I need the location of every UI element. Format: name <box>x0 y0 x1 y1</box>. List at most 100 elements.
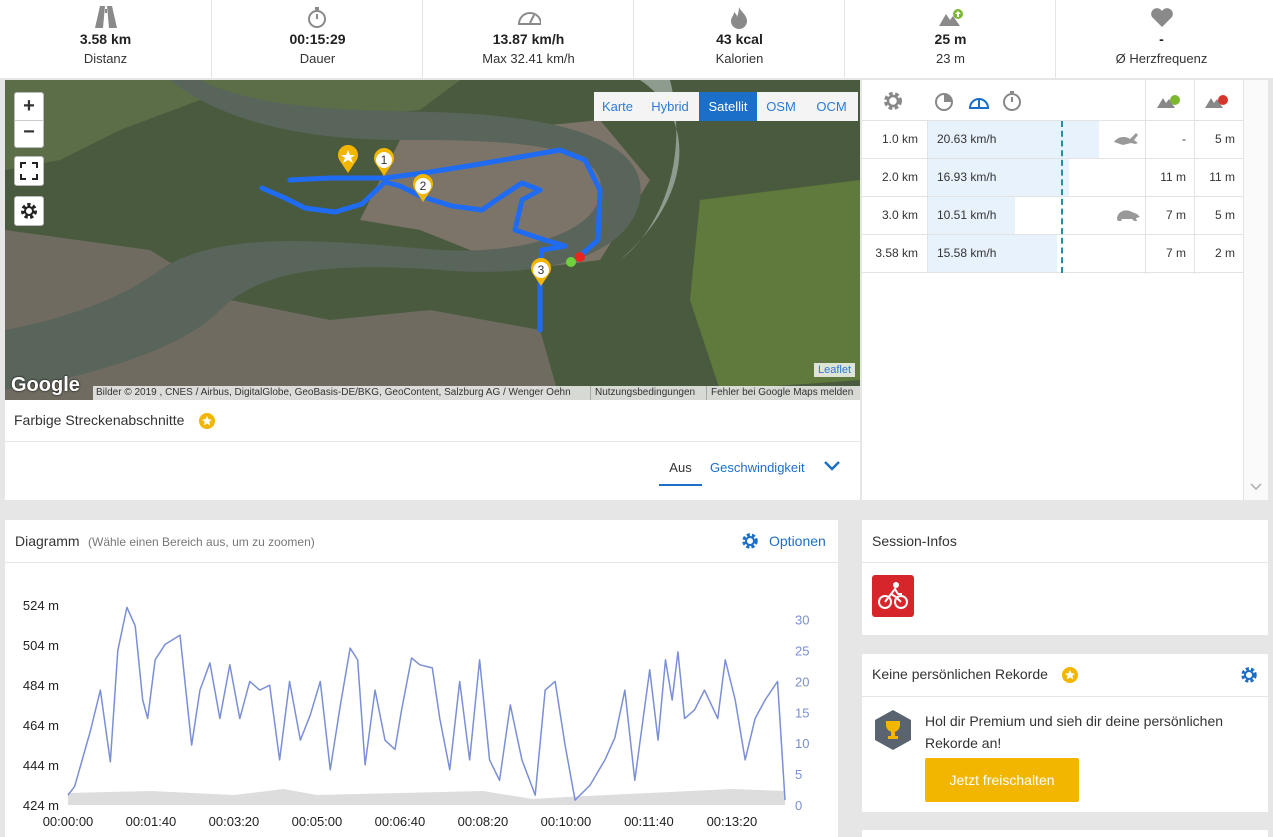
map-logo: Google <box>11 374 80 396</box>
col-border <box>927 159 928 196</box>
gear-icon <box>21 203 37 219</box>
stat-cell: 00:15:29 Dauer <box>211 0 423 78</box>
fastest-icon <box>1114 133 1138 145</box>
speed-bar <box>928 121 1100 158</box>
terrain <box>5 80 460 170</box>
split-descent: 5 m <box>1214 208 1235 222</box>
km-pin-face <box>376 152 392 168</box>
col-border <box>927 121 928 158</box>
zoom-in[interactable]: + <box>15 93 43 121</box>
splits-panel: 1.0 km 20.63 km/h - 5 m 2.0 km 16.93 km/h 11 m… <box>862 80 1268 500</box>
stat-icon <box>308 7 326 28</box>
speed-line <box>67 606 786 801</box>
stat-value: 3.58 km <box>79 31 132 47</box>
chart[interactable]: 424 m 444 m 464 m 484 m 504 m 524 m 0 5 10 15 20 25… <box>5 562 838 837</box>
unlock-button[interactable]: Jetzt freischalten <box>925 758 1079 802</box>
bike-icon <box>878 582 908 609</box>
layer-button[interactable]: Karte <box>594 92 641 121</box>
y2-tick-label: 5 <box>795 767 802 782</box>
y2-tick-label: 30 <box>795 613 809 628</box>
stat-label: Distanz <box>83 51 128 66</box>
premium-star <box>199 413 215 429</box>
layer-button[interactable]: Hybrid <box>641 92 699 121</box>
sport-icon <box>872 575 914 617</box>
zoom-out[interactable]: − <box>23 121 35 143</box>
ascent-icon <box>1157 95 1180 108</box>
km-pin-face <box>415 178 431 194</box>
km-pin-label: 3 <box>538 263 545 277</box>
y-tick-label: 524 m <box>23 598 59 613</box>
stat-label: 23 m <box>936 51 965 66</box>
layer-button[interactable]: Satellit <box>699 92 757 121</box>
y2-tick-label: 10 <box>795 736 809 751</box>
x-tick-label: 00:00:00 <box>43 814 94 829</box>
header-border <box>862 120 1243 121</box>
diagram-title: Diagramm <box>15 533 80 549</box>
split-descent: 11 m <box>1209 170 1235 184</box>
scroll-down <box>1250 483 1262 491</box>
map-settings-button[interactable] <box>14 196 44 226</box>
session-panel: Session-Infos <box>862 520 1268 635</box>
y-tick-label: 424 m <box>23 798 59 813</box>
fullscreen-button[interactable] <box>14 156 44 186</box>
split-speed: 16.93 km/h <box>937 170 997 184</box>
descent-icon <box>1205 95 1228 108</box>
toggle-speed[interactable]: Geschwindigkeit <box>710 460 805 475</box>
records-text: Hol dir Premium und sieh dir deine persö… <box>925 713 1224 751</box>
split-distance: 3.58 km <box>875 246 918 260</box>
split-speed: 10.51 km/h <box>937 208 997 222</box>
split-distance: 3.0 km <box>881 208 918 222</box>
split-speed: 15.58 km/h <box>937 246 997 260</box>
map[interactable]: 1 2 3 <box>5 80 860 400</box>
row-border <box>862 196 1243 197</box>
stat-value: 25 m <box>934 31 967 47</box>
pace-tab <box>1003 91 1021 111</box>
speed-bar <box>928 197 1016 234</box>
leaflet-link[interactable]: Leaflet <box>814 363 856 377</box>
separator <box>5 441 860 442</box>
km-pin-label: 1 <box>381 153 388 167</box>
records-panel: Keine persönlichen Rekorde Hol dir Premiu… <box>862 654 1268 812</box>
x-tick-label: 00:03:20 <box>209 814 260 829</box>
zoom-control: + − <box>14 92 44 148</box>
fullscreen-icon <box>20 162 38 180</box>
premium-star <box>1062 667 1078 683</box>
slowest-icon <box>1117 210 1140 221</box>
col-border <box>927 235 928 272</box>
terms-link[interactable]: Nutzungsbedingungen <box>590 386 695 400</box>
start-dot <box>566 257 576 267</box>
diagram-panel: Diagramm (Wähle einen Bereich aus, um zu … <box>5 520 838 837</box>
toggle-off[interactable]: Aus <box>659 460 702 486</box>
km-pin-face <box>533 262 549 278</box>
options-gear <box>742 533 758 549</box>
stat-cell: - Ø Herzfrequenz <box>1055 0 1267 78</box>
stat-icon <box>517 12 541 25</box>
options-link[interactable]: Optionen <box>769 533 826 549</box>
records-gear <box>1241 667 1257 683</box>
y-tick-label: 484 m <box>23 678 59 693</box>
col-border <box>1194 80 1195 274</box>
split-ascent: 11 m <box>1160 170 1186 184</box>
split-descent: 2 m <box>1214 246 1235 260</box>
town <box>5 230 560 400</box>
x-tick-label: 00:01:40 <box>126 814 177 829</box>
split-descent: 5 m <box>1214 132 1235 146</box>
stat-label: Max 32.41 km/h <box>482 51 575 66</box>
stat-cell: 25 m 23 m <box>844 0 1056 78</box>
report-link[interactable]: Fehler bei Google Maps melden <box>706 386 853 400</box>
elevation-area <box>68 789 785 805</box>
separator <box>862 696 1268 697</box>
map-panel: 1 2 3 + − Karte Hybrid Satellit OSM OCM Google Lea… <box>5 80 860 500</box>
stat-icon <box>1151 8 1173 27</box>
layer-button[interactable]: OSM <box>757 92 805 121</box>
y2-tick-label: 20 <box>795 674 809 689</box>
diagram-subtitle: (Wähle einen Bereich aus, um zu zoomen) <box>88 535 315 549</box>
x-tick-label: 00:13:20 <box>707 814 758 829</box>
session-title: Session-Infos <box>872 533 957 549</box>
y2-tick-label: 25 <box>795 644 809 659</box>
layer-button[interactable]: OCM <box>805 92 858 121</box>
duration-tab <box>935 93 953 111</box>
sections-title: Farbige Streckenabschnitte <box>14 412 185 428</box>
